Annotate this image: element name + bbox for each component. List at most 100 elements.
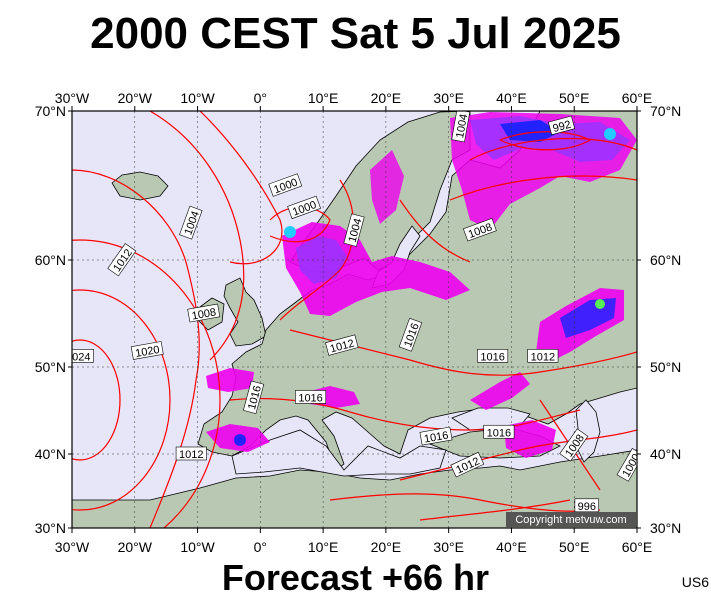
lat-label-left: 30°N	[35, 520, 66, 536]
lat-label-right: 60°N	[650, 252, 681, 268]
isobar-label: 1012	[527, 348, 559, 363]
lon-label-top: 40°E	[496, 90, 527, 106]
rain-arctic-cyan	[604, 128, 616, 140]
isobar-label-box	[462, 218, 497, 242]
isobar-label-text: 1012	[179, 449, 203, 461]
isobar-label-text: 1004	[454, 113, 470, 139]
lon-label-bottom: 20°W	[118, 539, 153, 555]
lon-label-bottom: 50°E	[559, 539, 590, 555]
isobar-label-box	[450, 451, 485, 478]
isobar-label: 996	[574, 498, 599, 513]
isobar-label-box	[187, 303, 221, 323]
tick-labels: 30°W 20°W 10°W 0° 10°E 20°E 30°E 40°E 50°E 60°E 30…	[35, 90, 682, 555]
lat-label-right: 30°N	[650, 520, 681, 536]
isobar-label: 1016	[419, 426, 453, 446]
isobar-label-text: 1016	[487, 427, 511, 439]
lon-label-bottom: 0°	[254, 539, 267, 555]
isobar-label-text: 1008	[191, 306, 217, 322]
graticule	[72, 111, 637, 528]
isobar-label-text: 1016	[480, 351, 504, 363]
map-frame	[71, 110, 638, 529]
isobar-scan-1008	[399, 199, 471, 263]
isobar-label-box	[107, 243, 137, 277]
isobar-label-box	[343, 213, 365, 247]
isobar-label-box	[451, 111, 471, 143]
lon-label-bottom: 30°W	[55, 539, 90, 555]
lon-label-top: 30°E	[433, 90, 464, 106]
rain-caucasus	[504, 420, 556, 458]
lon-label-top: 30°W	[55, 90, 90, 106]
isobar-high-1020	[72, 289, 171, 511]
isobar-label: 1012	[175, 446, 207, 461]
isobar-high-center	[72, 339, 121, 461]
lon-label-top: 60°E	[622, 90, 653, 106]
isobar-label-box	[559, 428, 589, 462]
isobar-label-text: 1016	[423, 430, 449, 446]
lat-label-right: 70°N	[650, 103, 681, 119]
isobar-label: 1016	[483, 424, 515, 439]
isobar-label-box	[287, 195, 321, 220]
isobar-label: 1024	[66, 348, 94, 363]
isobar-label-text: 996	[578, 501, 596, 513]
isobar-label-text: 1024	[66, 351, 90, 363]
isobar-south-1012	[399, 429, 637, 481]
rain-scandinavia-interior	[370, 150, 404, 224]
isobar-label-text: 1020	[134, 344, 160, 360]
north-africa	[72, 449, 637, 528]
isobar-africa-1004	[419, 499, 571, 521]
lat-label-left: 70°N	[35, 103, 66, 119]
isobar-label-box	[483, 424, 515, 439]
isobar-label: 1020	[130, 341, 164, 360]
mediterranean-sea	[231, 429, 447, 477]
isobar-africa-1008	[329, 493, 601, 512]
lat-label-left: 40°N	[35, 446, 66, 462]
lon-label-bottom: 20°E	[371, 539, 402, 555]
great-britain	[223, 277, 267, 347]
rain-spain-core	[234, 434, 246, 446]
lat-label-left: 60°N	[35, 252, 66, 268]
rain-cell	[284, 226, 296, 238]
lon-label-bottom: 60°E	[622, 539, 653, 555]
isobar-euro-1016	[229, 397, 581, 431]
isobar-arctic-996	[469, 138, 637, 161]
lon-label-bottom: 10°W	[180, 539, 215, 555]
isobar-label: 1004	[451, 111, 471, 143]
isobar-high-1016	[72, 239, 221, 528]
rain-ukraine	[470, 372, 530, 410]
isobar-label-text: 1016	[298, 392, 322, 404]
isobar-label: 1016	[295, 390, 327, 404]
isobar-arctic-1000	[449, 175, 637, 201]
lon-label-top: 10°W	[180, 90, 215, 106]
isobar-label-box	[527, 348, 559, 363]
iceland	[111, 171, 169, 201]
forecast-lead-label: Forecast +66 hr	[221, 557, 490, 598]
isobar-label: 1016	[477, 348, 509, 363]
isobar-label: 1008	[187, 303, 221, 323]
isobar-label-box	[242, 380, 265, 415]
isobar-label-box	[175, 446, 207, 461]
isobar-label-box	[419, 426, 453, 446]
rain-arctic-blue	[500, 120, 560, 142]
rain-russia-cyan	[595, 299, 605, 309]
lon-label-top: 20°W	[118, 90, 153, 106]
isobar-label-box	[268, 173, 303, 197]
isobar-label-box	[547, 115, 576, 136]
lat-label-right: 50°N	[650, 359, 681, 375]
model-run-code: US6	[681, 574, 709, 590]
lat-label-right: 40°N	[650, 446, 681, 462]
isobar-1004	[199, 111, 283, 265]
lat-label-left: 50°N	[35, 359, 66, 375]
isobar-label: 992	[547, 115, 576, 136]
isobar-labels: 1004101210201024100810001000100410041008…	[66, 111, 637, 513]
lon-label-bottom: 40°E	[496, 539, 527, 555]
copyright-box	[506, 512, 636, 527]
isobar-label-box	[398, 317, 423, 352]
isobar-label-box	[574, 498, 599, 513]
isobar-arctic-992	[499, 131, 592, 151]
lon-label-top: 50°E	[559, 90, 590, 106]
isobar-label-box	[325, 334, 359, 356]
isobar-scan-1004	[279, 179, 355, 321]
lon-label-top: 10°E	[308, 90, 339, 106]
lon-label-bottom: 30°E	[433, 539, 464, 555]
isobar-label-box	[477, 348, 509, 363]
